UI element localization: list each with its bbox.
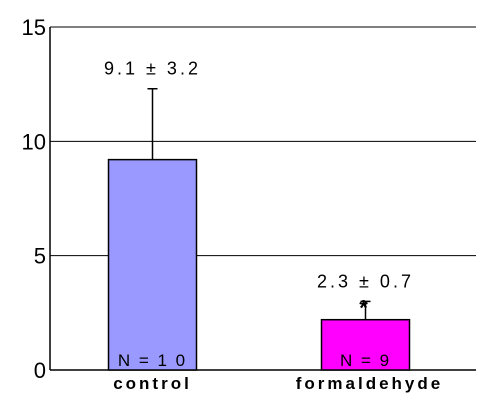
value-annotation-control: 9.1 ± 3.2 [104, 59, 201, 79]
n-label-formaldehyde: N = 9 [340, 351, 391, 370]
value-annotation-formaldehyde: 2.3 ± 0.7 [317, 271, 414, 291]
n-label-control: N = 1 0 [118, 351, 187, 370]
y-tick-label-0: 0 [34, 358, 46, 383]
y-tick-label-10: 10 [22, 129, 46, 154]
bar-labels: 9.1 ± 3.2 N = 1 0 control 2.3 ± 0.7 * N = 9 fo… [104, 59, 443, 393]
category-label-control: control [113, 374, 192, 393]
category-label-formaldehyde: formaldehyde [296, 374, 443, 393]
y-tick-label-15: 15 [22, 15, 46, 40]
y-tick-label-5: 5 [34, 244, 46, 269]
bar-control [107, 158, 198, 371]
bars [107, 87, 411, 371]
significance-star-formaldehyde: * [359, 295, 368, 320]
bar-formaldehyde [320, 318, 411, 371]
y-tick-labels: 0 5 10 15 [22, 15, 46, 383]
